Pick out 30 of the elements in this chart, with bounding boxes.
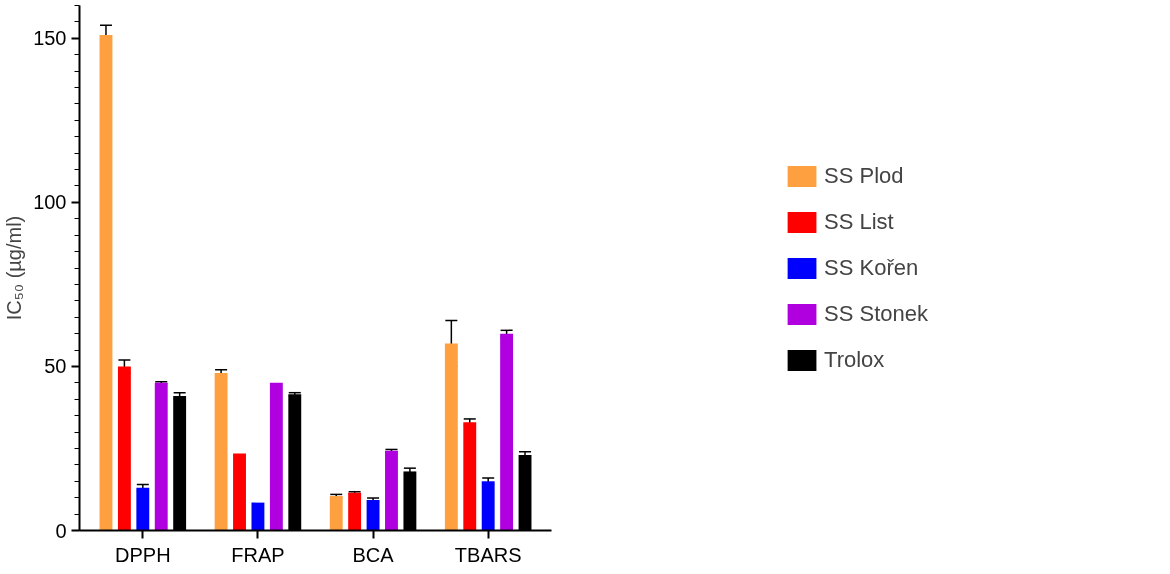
- bar: [233, 453, 246, 531]
- bar: [251, 502, 265, 531]
- bar: [481, 481, 495, 531]
- legend-label: SS Plod: [824, 162, 904, 189]
- bar: [444, 343, 458, 531]
- bar: [500, 333, 514, 531]
- x-tick-label: DPPH: [115, 543, 171, 566]
- x-tick-label: BCA: [352, 543, 395, 566]
- bar: [366, 499, 380, 531]
- bar: [99, 35, 113, 531]
- bar: [348, 492, 362, 531]
- bar: [154, 382, 168, 531]
- y-tick-label: 50: [44, 355, 67, 378]
- legend-label: SS List: [824, 208, 894, 235]
- bar: [214, 373, 228, 531]
- legend-label: SS Stonek: [824, 300, 928, 327]
- legend-label: SS Kořen: [824, 254, 919, 281]
- bar: [117, 366, 131, 531]
- y-axis-title: IC₅₀ (µg/ml): [3, 215, 26, 321]
- bar: [329, 496, 343, 531]
- bar: [463, 422, 477, 531]
- y-tick-label: 150: [33, 27, 67, 50]
- bar: [136, 487, 150, 531]
- y-tick-label: 0: [55, 519, 67, 542]
- x-tick-label: FRAP: [231, 543, 285, 566]
- y-tick-label: 100: [33, 191, 67, 214]
- bar: [385, 450, 398, 531]
- legend-label: Trolox: [824, 346, 885, 373]
- x-tick-label: TBARS: [454, 543, 522, 566]
- bar: [269, 382, 283, 531]
